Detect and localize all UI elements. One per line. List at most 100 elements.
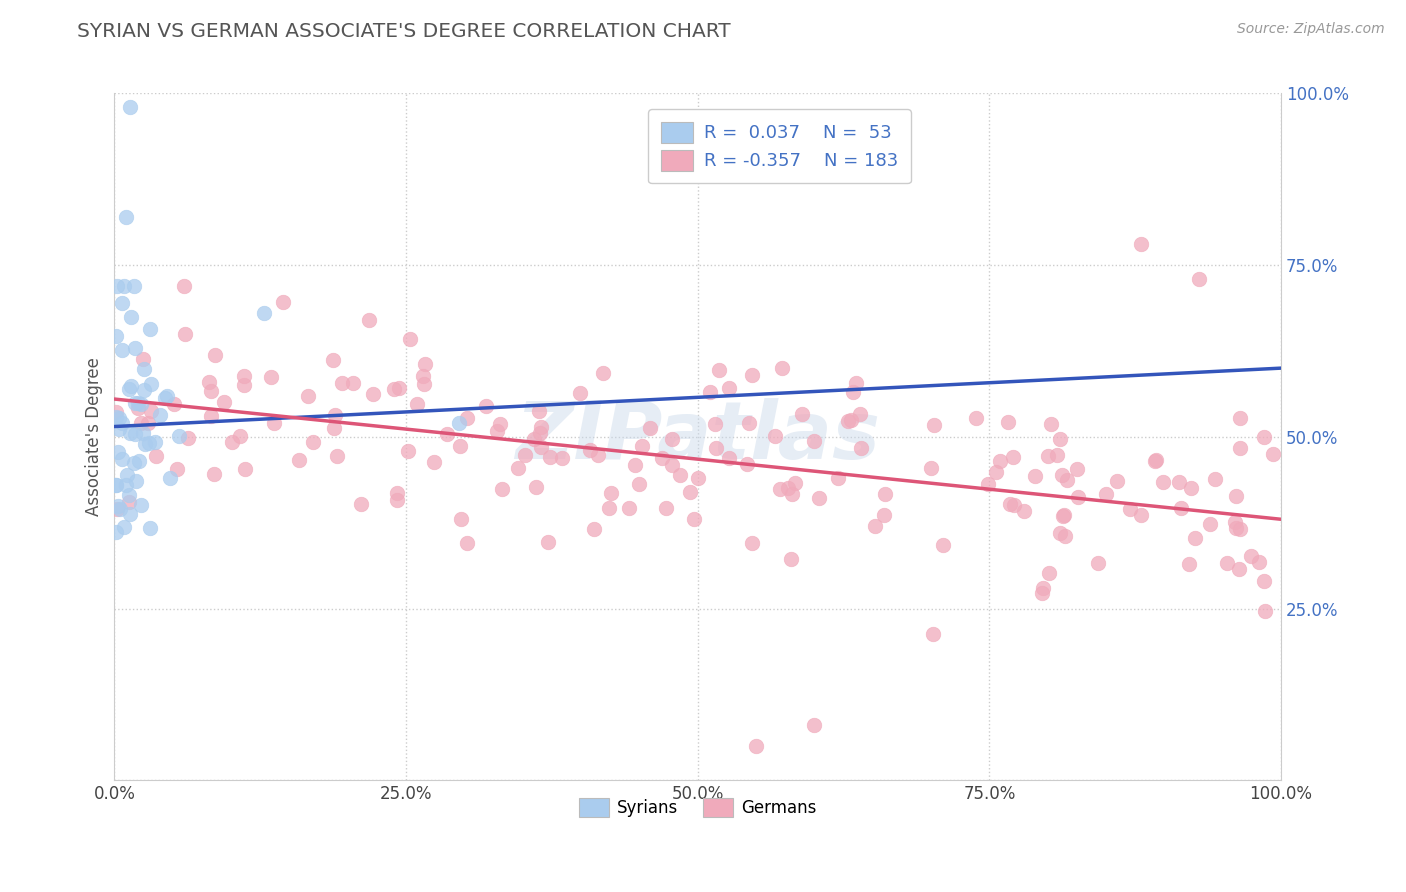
Point bbox=[1053, 508, 1076, 523]
Point bbox=[770, 361, 793, 376]
Point bbox=[1204, 472, 1226, 486]
Point bbox=[735, 457, 758, 471]
Point bbox=[325, 449, 347, 463]
Point bbox=[288, 452, 311, 467]
Point bbox=[118, 425, 141, 440]
Point bbox=[1144, 454, 1167, 468]
Point bbox=[600, 486, 623, 500]
Point bbox=[976, 476, 998, 491]
Point bbox=[297, 389, 319, 403]
Point bbox=[924, 418, 946, 433]
Point bbox=[118, 488, 141, 502]
Point bbox=[523, 432, 546, 446]
Point bbox=[115, 467, 138, 482]
Point bbox=[108, 411, 131, 425]
Point bbox=[704, 441, 727, 455]
Text: ZIPatlas: ZIPatlas bbox=[515, 398, 880, 475]
Point bbox=[118, 383, 141, 397]
Point bbox=[1229, 442, 1251, 456]
Point bbox=[104, 477, 127, 491]
Point bbox=[738, 416, 761, 430]
Point bbox=[997, 415, 1019, 429]
Point bbox=[529, 440, 551, 454]
Point bbox=[166, 462, 188, 476]
Point bbox=[145, 449, 167, 463]
Point bbox=[1107, 474, 1129, 488]
Point bbox=[783, 475, 806, 490]
Point bbox=[682, 512, 704, 526]
Point bbox=[1199, 516, 1222, 531]
Point bbox=[1032, 582, 1054, 596]
Point bbox=[197, 376, 219, 390]
Point bbox=[1046, 448, 1069, 462]
Point bbox=[763, 429, 786, 443]
Point bbox=[129, 499, 152, 513]
Point bbox=[202, 467, 225, 482]
Point bbox=[988, 453, 1011, 467]
Point bbox=[118, 495, 141, 509]
Point bbox=[872, 508, 894, 523]
Point bbox=[624, 458, 647, 472]
Point bbox=[986, 465, 1008, 479]
Point bbox=[253, 306, 276, 320]
Point bbox=[965, 411, 987, 425]
Point bbox=[1066, 490, 1088, 504]
Point bbox=[769, 482, 792, 496]
Point bbox=[271, 294, 294, 309]
Point bbox=[456, 411, 478, 425]
Point bbox=[1095, 486, 1118, 500]
Point bbox=[530, 419, 553, 434]
Point bbox=[450, 512, 472, 526]
Point bbox=[790, 408, 813, 422]
Legend: Syrians, Germans: Syrians, Germans bbox=[572, 791, 824, 823]
Point bbox=[1049, 525, 1071, 540]
Point bbox=[108, 422, 131, 436]
Point bbox=[1144, 453, 1167, 467]
Point bbox=[638, 421, 661, 435]
Point bbox=[233, 368, 256, 383]
Point bbox=[780, 487, 803, 501]
Point bbox=[129, 417, 152, 431]
Point bbox=[1240, 549, 1263, 564]
Point bbox=[920, 460, 942, 475]
Point bbox=[741, 368, 763, 383]
Text: Source: ZipAtlas.com: Source: ZipAtlas.com bbox=[1237, 22, 1385, 37]
Point bbox=[107, 445, 129, 459]
Point bbox=[132, 352, 155, 367]
Point bbox=[848, 407, 870, 421]
Point bbox=[845, 376, 868, 390]
Point bbox=[679, 484, 702, 499]
Point bbox=[141, 377, 163, 392]
Point bbox=[129, 397, 152, 411]
Point bbox=[699, 385, 721, 400]
Point bbox=[1227, 562, 1250, 576]
Point bbox=[260, 370, 283, 384]
Point bbox=[118, 507, 141, 521]
Point bbox=[124, 341, 146, 355]
Point bbox=[579, 442, 602, 457]
Point bbox=[1188, 272, 1211, 286]
Point bbox=[1168, 475, 1191, 489]
Point bbox=[263, 416, 285, 430]
Point bbox=[456, 536, 478, 550]
Point bbox=[124, 396, 146, 410]
Point bbox=[931, 538, 953, 552]
Point bbox=[1229, 410, 1251, 425]
Point bbox=[382, 382, 405, 396]
Point bbox=[139, 403, 162, 417]
Point bbox=[488, 417, 510, 432]
Point bbox=[124, 456, 146, 470]
Point bbox=[111, 296, 134, 310]
Point bbox=[385, 486, 408, 500]
Point bbox=[115, 210, 138, 224]
Point bbox=[1216, 556, 1239, 570]
Point bbox=[1229, 522, 1251, 536]
Point bbox=[803, 434, 825, 448]
Point bbox=[359, 313, 381, 327]
Point bbox=[124, 427, 146, 442]
Point bbox=[568, 385, 591, 400]
Point bbox=[741, 536, 763, 550]
Text: SYRIAN VS GERMAN ASSOCIATE'S DEGREE CORRELATION CHART: SYRIAN VS GERMAN ASSOCIATE'S DEGREE CORR… bbox=[77, 22, 731, 41]
Point bbox=[120, 379, 142, 393]
Point bbox=[104, 329, 127, 343]
